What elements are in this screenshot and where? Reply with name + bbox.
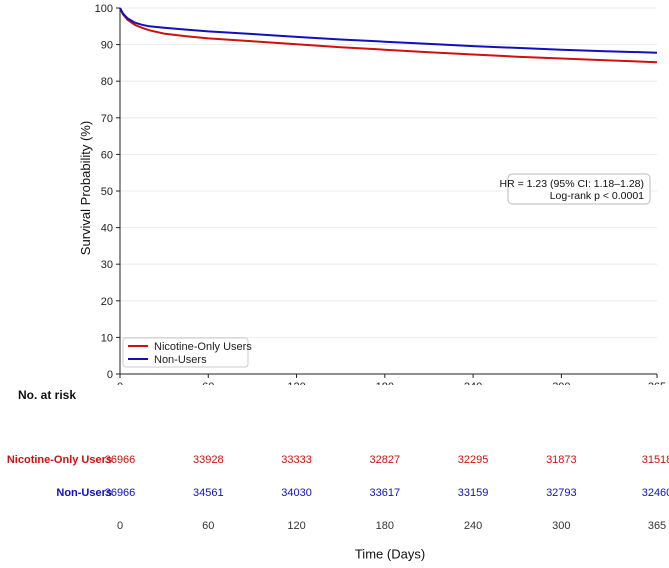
- risk-cell: 33928: [192, 454, 224, 466]
- y-tick-label: 50: [101, 186, 113, 198]
- x-tick-label: 180: [376, 381, 394, 385]
- risk-cell: 33617: [369, 487, 401, 499]
- annotation-pvalue: Log-rank p < 0.0001: [550, 190, 644, 202]
- risk-cell: 33159: [457, 487, 489, 499]
- risk-table-title: No. at risk: [18, 388, 77, 402]
- risk-time-label: 60: [202, 520, 215, 532]
- legend-label: Nicotine-Only Users: [154, 341, 252, 353]
- risk-cell: 34561: [192, 487, 224, 499]
- y-tick-label: 90: [101, 40, 113, 52]
- series-line: [119, 7, 658, 64]
- y-tick-label: 60: [101, 149, 113, 161]
- y-tick-label: 0: [107, 369, 113, 381]
- y-tick-label: 20: [101, 296, 113, 308]
- x-tick-label: 240: [464, 381, 482, 385]
- risk-cell: 34030: [281, 487, 312, 499]
- risk-cell: 31518: [641, 454, 669, 466]
- y-axis-label: Survival Probability (%): [78, 121, 93, 255]
- y-tick-label: 80: [101, 76, 113, 88]
- annotation-box: HR = 1.23 (95% CI: 1.18–1.28)Log-rank p …: [500, 173, 651, 205]
- grid-lines: [120, 7, 657, 375]
- legend-label: Non-Users: [154, 354, 207, 366]
- y-tick-label: 100: [95, 3, 113, 15]
- series-line: [119, 7, 658, 54]
- risk-cell: 36966: [104, 454, 136, 466]
- y-tick-label: 40: [101, 223, 113, 235]
- risk-time-label: 120: [287, 520, 306, 532]
- risk-time-label: 0: [116, 520, 124, 532]
- annotation-hr: HR = 1.23 (95% CI: 1.18–1.28): [500, 178, 644, 190]
- annotation-frame: [507, 173, 651, 205]
- risk-time-label: 365: [647, 520, 667, 532]
- y-tick-label: 10: [101, 332, 113, 344]
- risk-time-label: 180: [375, 520, 394, 532]
- risk-time-label: 240: [463, 520, 483, 532]
- risk-cell: 32793: [546, 487, 577, 499]
- km-chart: 0 10 20 30 40 50 60 70 80 90 100 0 60 120 180 240 300 36…: [78, 3, 666, 385]
- x-tick-label: 120: [287, 381, 305, 385]
- y-ticks: 0 10 20 30 40 50 60 70 80 90 100: [95, 3, 120, 381]
- x-axis-label: Time (Days): [354, 546, 426, 562]
- x-ticks: 0 60 120 180 240 300 365: [117, 374, 666, 385]
- risk-cell: 32827: [369, 454, 401, 466]
- risk-cell: 32295: [457, 454, 489, 466]
- series-lines: [119, 7, 658, 64]
- legend-box: [122, 337, 249, 368]
- risk-cell: 33333: [281, 454, 312, 466]
- risk-cell: 31873: [546, 454, 577, 466]
- y-tick-label: 70: [101, 113, 113, 125]
- y-tick-label: 30: [101, 259, 113, 271]
- x-tick-label: 0: [117, 381, 123, 385]
- risk-row-label: Nicotine-Only Users: [6, 454, 112, 466]
- x-tick-label: 300: [552, 381, 570, 385]
- risk-time-label: 300: [552, 520, 571, 532]
- risk-cell: 36966: [104, 487, 136, 499]
- x-tick-label: 365: [648, 381, 666, 385]
- x-tick-label: 60: [202, 381, 214, 385]
- risk-row-label: Non-Users: [56, 487, 112, 499]
